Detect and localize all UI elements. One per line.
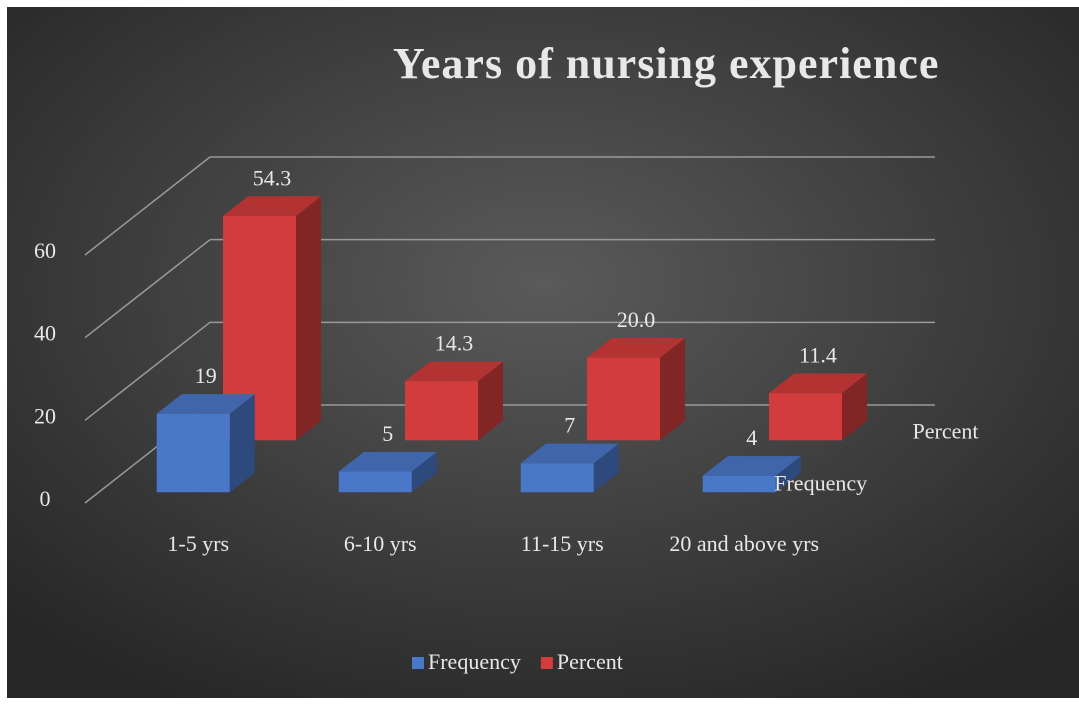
legend-label: Frequency	[428, 649, 521, 674]
data-label: 20.0	[617, 307, 656, 332]
bar-side	[229, 394, 255, 493]
data-label: 5	[382, 421, 393, 446]
data-label: 54.3	[253, 165, 292, 190]
bar-side	[593, 443, 619, 493]
bar-side	[660, 338, 685, 441]
chart-title: Years of nursing experience	[393, 39, 939, 88]
grid-line	[84, 321, 211, 421]
bar-side	[296, 196, 321, 441]
y-tick-label: 40	[34, 321, 56, 346]
legend-swatch	[412, 657, 424, 669]
depth-label: Frequency	[774, 470, 867, 495]
grid-line	[84, 239, 211, 339]
bar	[520, 463, 594, 493]
bar	[338, 471, 412, 493]
bar-top	[405, 361, 503, 382]
depth-label: Percent	[913, 419, 979, 444]
y-tick-label: 60	[34, 238, 56, 263]
data-label: 19	[195, 363, 217, 388]
bar-top	[156, 394, 255, 414]
legend-swatch	[540, 657, 553, 669]
bar	[587, 357, 660, 441]
x-tick-label: 20 and above yrs	[669, 531, 820, 556]
bar-top	[702, 456, 801, 476]
bar	[702, 475, 776, 493]
bar-side	[842, 373, 867, 441]
y-tick-label: 20	[34, 403, 56, 428]
bar-top	[769, 373, 867, 394]
data-label: 14.3	[435, 331, 474, 356]
bar-top	[520, 443, 619, 464]
bar-side	[478, 361, 503, 441]
bar-side	[411, 451, 437, 493]
data-label: 7	[564, 413, 575, 438]
data-label: 4	[746, 425, 757, 450]
data-label: 11.4	[799, 343, 837, 368]
bar-top	[223, 196, 321, 216]
x-tick-label: 1-5 yrs	[167, 531, 230, 556]
background	[7, 7, 1079, 698]
x-tick-label: 6-10 yrs	[343, 531, 417, 556]
grid-line	[84, 156, 211, 256]
legend-label: Percent	[557, 649, 623, 674]
bar-top	[587, 338, 685, 358]
x-tick-label: 11-15 yrs	[520, 531, 604, 556]
y-tick-label: 0	[40, 486, 51, 511]
bar	[405, 381, 478, 441]
bar-side	[775, 456, 801, 493]
bar	[769, 393, 842, 441]
bar	[156, 413, 230, 493]
bar-top	[338, 451, 437, 472]
